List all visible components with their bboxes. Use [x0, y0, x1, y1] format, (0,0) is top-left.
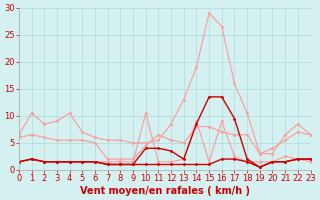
X-axis label: Vent moyen/en rafales ( km/h ): Vent moyen/en rafales ( km/h ): [80, 186, 250, 196]
